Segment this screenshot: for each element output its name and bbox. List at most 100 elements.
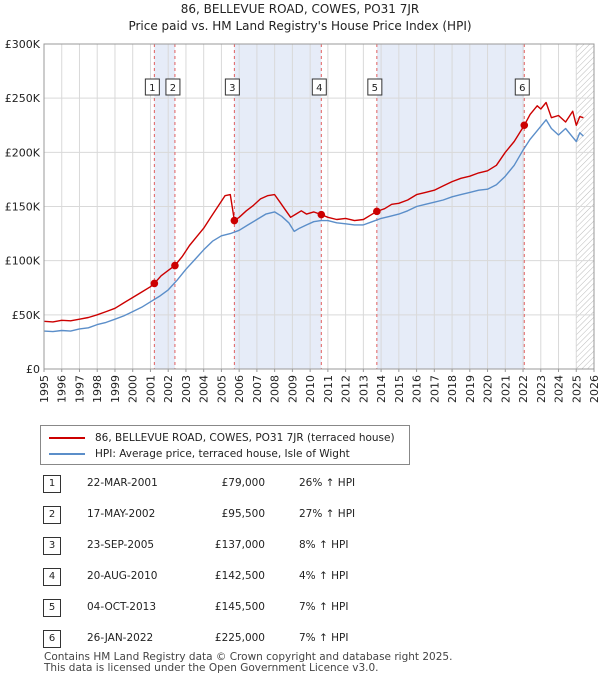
series-line-hpi <box>43 119 584 333</box>
x-tick-label: 2023 <box>535 375 548 403</box>
sale-date: 26-JAN-2022 <box>87 632 154 644</box>
table-row: 5 04-OCT-2013 £145,500 7% ↑ HPI <box>43 597 563 628</box>
sale-date: 04-OCT-2013 <box>87 601 156 613</box>
x-tick-label: 1998 <box>91 375 104 403</box>
x-tick-label: 2014 <box>375 375 388 403</box>
y-tick-label: £250K <box>5 92 41 105</box>
sale-point <box>317 210 326 219</box>
sale-number-badge: 3 <box>43 537 61 555</box>
sale-hpi-change: 7% ↑ HPI <box>299 601 349 613</box>
sale-date: 23-SEP-2005 <box>87 539 155 551</box>
x-tick-label: 2021 <box>499 375 512 403</box>
sale-label-box <box>144 78 160 96</box>
x-tick-label: 1996 <box>56 375 69 403</box>
y-tick-label: £100K <box>5 255 41 268</box>
sale-hpi-change: 27% ↑ HPI <box>299 508 356 520</box>
sale-label-box <box>311 78 327 96</box>
sale-number-badge: 1 <box>43 475 61 493</box>
sale-point <box>373 207 381 216</box>
x-tick-label: 2022 <box>517 375 530 403</box>
sales-table: 1 22-MAR-2001 £79,000 26% ↑ HPI 2 17-MAY… <box>43 473 563 659</box>
legend-swatch-property <box>49 437 85 439</box>
sale-label: 5 <box>372 83 378 94</box>
legend-label-hpi: HPI: Average price, terraced house, Isle… <box>95 448 350 460</box>
chart-legend: 86, BELLEVUE ROAD, COWES, PO31 7JR (terr… <box>40 425 410 465</box>
y-tick-label: £50K <box>12 309 41 322</box>
legend-label-property: 86, BELLEVUE ROAD, COWES, PO31 7JR (terr… <box>95 432 395 444</box>
x-tick-label: 2000 <box>127 375 140 403</box>
sale-hpi-change: 8% ↑ HPI <box>299 539 349 551</box>
sale-number-badge: 2 <box>43 506 61 524</box>
table-row: 4 20-AUG-2010 £142,500 4% ↑ HPI <box>43 566 563 597</box>
sale-label: 1 <box>149 83 155 94</box>
sale-point <box>150 279 159 288</box>
y-tick-label: £150K <box>5 201 41 214</box>
table-row: 6 26-JAN-2022 £225,000 7% ↑ HPI <box>43 628 563 659</box>
x-tick-label: 2013 <box>357 375 370 403</box>
x-tick-label: 1999 <box>109 375 122 403</box>
x-tick-label: 2025 <box>570 375 583 403</box>
table-row: 1 22-MAR-2001 £79,000 26% ↑ HPI <box>43 473 563 504</box>
x-tick-label: 2005 <box>215 375 228 403</box>
sale-number-badge: 4 <box>43 568 61 586</box>
x-tick-label: 1997 <box>73 375 86 403</box>
x-tick-label: 2009 <box>286 375 299 403</box>
sale-hpi-change: 7% ↑ HPI <box>299 632 349 644</box>
sale-number-badge: 6 <box>43 630 61 648</box>
x-tick-label: 2018 <box>446 375 459 403</box>
sale-price: £79,000 <box>221 477 265 489</box>
x-tick-label: 2024 <box>553 375 566 403</box>
x-tick-label: 2019 <box>464 375 477 403</box>
y-tick-label: £300K <box>5 38 41 51</box>
footer-attribution: Contains HM Land Registry data © Crown c… <box>44 652 452 674</box>
x-tick-label: 2008 <box>269 375 282 403</box>
legend-item-property: 86, BELLEVUE ROAD, COWES, PO31 7JR (terr… <box>49 430 395 446</box>
x-tick-label: 1995 <box>38 375 51 403</box>
sale-price: £137,000 <box>214 539 265 551</box>
sale-number-badge: 5 <box>43 599 61 617</box>
x-tick-label: 2016 <box>411 375 424 403</box>
sale-point <box>230 216 239 225</box>
x-tick-label: 2011 <box>322 375 335 403</box>
x-tick-label: 2001 <box>144 375 157 403</box>
sale-label: 2 <box>170 83 176 94</box>
y-tick-label: £0 <box>26 363 40 376</box>
sale-label: 4 <box>316 83 322 94</box>
plot-frame <box>43 43 595 370</box>
table-row: 2 17-MAY-2002 £95,500 27% ↑ HPI <box>43 504 563 535</box>
x-tick-label: 2017 <box>428 375 441 403</box>
sale-price: £225,000 <box>214 632 265 644</box>
sale-label-box <box>165 78 181 96</box>
x-tick-label: 2003 <box>180 375 193 403</box>
sale-date: 22-MAR-2001 <box>87 477 158 489</box>
sale-point <box>171 261 179 270</box>
sale-price: £142,500 <box>214 570 265 582</box>
sale-label-box <box>367 78 383 96</box>
footer-licence: This data is licensed under the Open Gov… <box>44 662 379 674</box>
sale-hpi-change: 26% ↑ HPI <box>299 477 356 489</box>
x-tick-label: 2007 <box>251 375 264 403</box>
sale-label: 3 <box>229 83 235 94</box>
x-tick-label: 2026 <box>588 375 600 403</box>
sale-label-box <box>514 78 530 96</box>
sale-point <box>520 121 529 130</box>
sale-date: 17-MAY-2002 <box>87 508 156 520</box>
y-tick-label: £200K <box>5 146 41 159</box>
footer-copyright: Contains HM Land Registry data © Crown c… <box>44 651 453 663</box>
sale-hpi-change: 4% ↑ HPI <box>299 570 349 582</box>
legend-swatch-hpi <box>49 453 85 455</box>
sale-price: £95,500 <box>221 508 265 520</box>
sale-price: £145,500 <box>214 601 265 613</box>
x-tick-label: 2010 <box>304 375 317 403</box>
x-tick-label: 2002 <box>162 375 175 403</box>
sale-label: 6 <box>519 83 525 94</box>
price-chart: 86, BELLEVUE ROAD, COWES, PO31 7JR Price… <box>5 2 600 403</box>
x-tick-label: 2020 <box>482 375 495 403</box>
x-tick-label: 2004 <box>198 375 211 403</box>
chart-title: 86, BELLEVUE ROAD, COWES, PO31 7JR <box>181 2 420 16</box>
legend-item-hpi: HPI: Average price, terraced house, Isle… <box>49 446 350 462</box>
sale-date: 20-AUG-2010 <box>87 570 158 582</box>
chart-subtitle: Price paid vs. HM Land Registry's House … <box>128 19 471 33</box>
x-tick-label: 2015 <box>393 375 406 403</box>
x-tick-label: 2012 <box>340 375 353 403</box>
